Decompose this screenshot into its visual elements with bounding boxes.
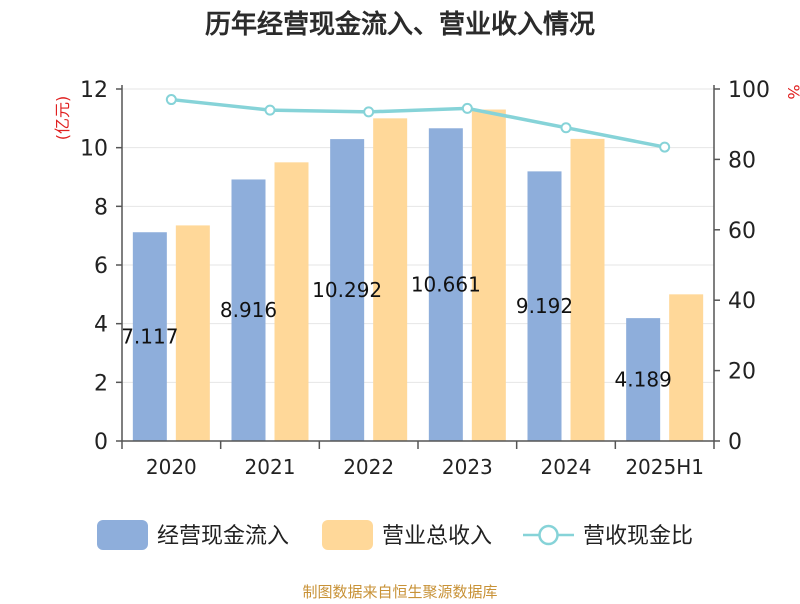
data-labels-group: 7.117 8.916 10.292 10.661 9.192 4.189: [121, 273, 672, 392]
bars-group: [132, 109, 704, 442]
ratio-point: [659, 141, 671, 153]
x-tick-label: 2020: [146, 455, 197, 479]
ratio-point: [264, 104, 276, 116]
left-tick-label: 12: [80, 78, 108, 103]
ratio-point: [363, 106, 375, 118]
axes-group: 0 2 4 6 8 10 12 0 20 40 60 80 100 2020 2021 2022 2023 202…: [80, 78, 770, 479]
ratio-point: [560, 122, 572, 134]
right-tick-label: 100: [728, 78, 770, 103]
revenue-bar: [570, 138, 605, 441]
cash-inflow-bar: [626, 318, 661, 441]
right-tick-label: 0: [728, 430, 742, 455]
x-tick-label: 2024: [541, 455, 592, 479]
cash-inflow-data-label: 8.916: [220, 298, 277, 322]
legend-swatch-revenue: [322, 520, 373, 550]
revenue-bar: [669, 294, 704, 441]
legend: 经营现金流入 营业总收入 营收现金比: [97, 520, 693, 550]
x-tick-label: 2023: [442, 455, 493, 479]
ratio-point: [165, 94, 177, 106]
revenue-bar: [175, 225, 210, 441]
grid-lines: [122, 88, 714, 383]
left-tick-label: 6: [94, 254, 108, 279]
chart-title: 历年经营现金流入、营业收入情况: [205, 9, 595, 40]
left-tick-label: 0: [94, 430, 108, 455]
source-note: 制图数据来自恒生聚源数据库: [302, 583, 497, 600]
left-tick-label: 8: [94, 195, 108, 220]
x-tick-label: 2021: [245, 455, 296, 479]
cash-inflow-data-label: 9.192: [516, 294, 573, 318]
cash-inflow-bar: [231, 179, 266, 442]
x-tick-label: 2022: [343, 455, 394, 479]
ratio-line: [171, 97, 666, 149]
legend-label: 营业总收入: [382, 524, 492, 549]
cash-inflow-bar: [428, 128, 463, 441]
revenue-bar: [373, 118, 408, 441]
cash-inflow-data-label: 4.189: [615, 368, 672, 392]
legend-swatch-ratio-marker: [538, 524, 559, 546]
cash-inflow-bar: [527, 171, 562, 442]
left-tick-label: 2: [94, 371, 108, 396]
cash-inflow-bar: [330, 139, 365, 442]
left-tick-label: 10: [80, 137, 108, 162]
cash-inflow-bar: [132, 232, 167, 441]
ratio-point: [461, 102, 473, 114]
right-tick-label: 60: [728, 219, 756, 244]
left-tick-label: 4: [94, 313, 108, 338]
cash-inflow-data-label: 10.292: [312, 278, 382, 302]
revenue-bar: [471, 109, 506, 442]
ratio-line-group: [165, 94, 671, 153]
left-axis-unit: (亿元): [53, 96, 72, 141]
right-tick-label: 20: [728, 360, 756, 385]
cash-inflow-data-label: 7.117: [121, 325, 178, 349]
legend-label: 经营现金流入: [157, 524, 289, 549]
cash-inflow-data-label: 10.661: [411, 273, 481, 297]
legend-swatch-cash-inflow: [97, 520, 148, 550]
right-tick-label: 80: [728, 148, 756, 173]
legend-label: 营收现金比: [583, 524, 693, 549]
x-tick-label: 2025H1: [625, 455, 704, 479]
right-tick-label: 40: [728, 289, 756, 314]
revenue-bar: [274, 162, 309, 442]
right-axis-unit: %: [784, 84, 800, 99]
